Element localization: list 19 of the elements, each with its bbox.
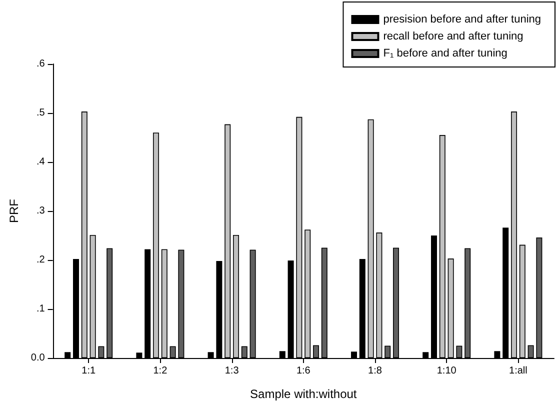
y-tick-label: .2	[36, 254, 46, 266]
y-tick-label: .1	[36, 304, 46, 314]
x-tick-label: 1:2	[153, 366, 168, 376]
x-tick-label: 1:all	[509, 366, 528, 376]
y-tick-label: .4	[36, 156, 46, 168]
x-tick-label: 1:8	[368, 366, 382, 376]
x-tick-label: 1:3	[224, 366, 240, 376]
y-tick-label: 0.0	[30, 352, 46, 364]
x-tick-label: 1:10	[436, 366, 457, 376]
y-tick-label: .3	[36, 206, 46, 216]
y-tick-label: .5	[36, 108, 46, 118]
legend-label: F₁ before and after tuning	[383, 48, 508, 60]
legend-label: recall before and after tuning	[383, 30, 524, 42]
y-tick-label: .6	[36, 58, 46, 70]
x-tick-label: 1:1	[82, 366, 96, 376]
y-axis-title: PRF	[7, 199, 21, 223]
x-axis-title: Sample with:without	[250, 387, 358, 401]
legend-label: presision before and after tuning	[383, 14, 542, 26]
x-tick-label: 1:6	[296, 366, 311, 376]
